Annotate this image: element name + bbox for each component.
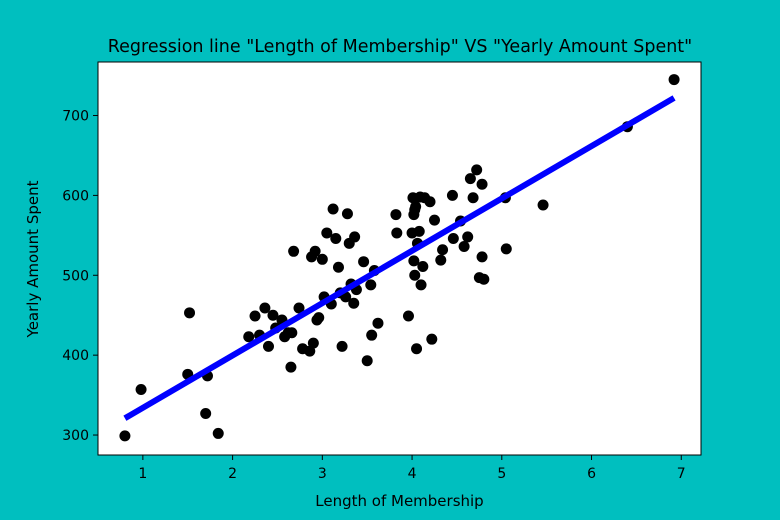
- data-point: [361, 355, 373, 367]
- data-point: [249, 310, 261, 322]
- y-tick-label: 300: [62, 428, 89, 444]
- data-point: [372, 317, 384, 329]
- x-axis-label: Length of Membership: [315, 492, 483, 510]
- data-point: [259, 302, 271, 314]
- data-point: [417, 260, 429, 272]
- y-tick-label: 700: [62, 109, 89, 125]
- data-point: [316, 253, 328, 265]
- data-point: [332, 261, 344, 273]
- data-point: [365, 279, 377, 291]
- data-point: [462, 231, 474, 243]
- data-point: [458, 241, 470, 253]
- y-axis-label: Yearly Amount Spent: [24, 180, 42, 338]
- data-point: [402, 310, 414, 322]
- data-point: [262, 340, 274, 352]
- data-point: [243, 331, 255, 343]
- data-point: [348, 297, 360, 309]
- x-tick-label: 2: [228, 466, 237, 482]
- data-point: [409, 269, 421, 281]
- data-point: [330, 233, 342, 245]
- y-tick-label: 400: [62, 348, 89, 364]
- data-point: [424, 196, 436, 208]
- data-point: [437, 244, 449, 256]
- data-point: [119, 430, 131, 442]
- x-tick-label: 5: [497, 466, 506, 482]
- data-point: [212, 427, 224, 439]
- data-point: [410, 201, 422, 213]
- data-point: [307, 337, 319, 349]
- data-point: [478, 273, 490, 285]
- data-point: [413, 225, 425, 237]
- data-point: [471, 164, 483, 176]
- data-point: [408, 255, 420, 267]
- data-point: [476, 178, 488, 190]
- data-point: [336, 340, 348, 352]
- data-point: [500, 243, 512, 255]
- data-point: [184, 307, 196, 319]
- data-point: [293, 302, 305, 314]
- data-point: [391, 227, 403, 239]
- data-point: [435, 254, 447, 266]
- data-point: [537, 199, 549, 211]
- data-point: [668, 74, 680, 86]
- data-point: [321, 227, 333, 239]
- x-tick-label: 1: [138, 466, 147, 482]
- data-point: [366, 329, 378, 341]
- x-tick-label: 3: [318, 466, 327, 482]
- data-point: [288, 245, 300, 257]
- chart-title: Regression line "Length of Membership" V…: [108, 37, 692, 57]
- data-point: [285, 361, 297, 373]
- data-point: [446, 189, 458, 201]
- y-tick-label: 500: [62, 268, 89, 284]
- data-point: [415, 279, 427, 291]
- regression-line: [123, 95, 676, 421]
- data-point: [464, 173, 476, 185]
- data-point: [309, 245, 321, 257]
- data-point: [476, 251, 488, 263]
- data-point: [135, 384, 147, 395]
- y-axis-ticks: 300 400 500 600 700: [62, 109, 98, 444]
- x-axis-ticks: 1 2 3 4 5 6 7: [138, 455, 686, 482]
- data-point: [200, 407, 212, 419]
- data-point: [349, 231, 361, 243]
- data-point: [467, 192, 479, 204]
- data-point: [428, 214, 440, 226]
- data-point: [313, 312, 325, 324]
- data-point: [447, 233, 459, 245]
- x-tick-label: 7: [677, 466, 686, 482]
- data-point: [426, 333, 438, 345]
- data-point: [341, 208, 353, 220]
- x-tick-label: 4: [408, 466, 417, 482]
- x-tick-label: 6: [587, 466, 596, 482]
- y-tick-label: 600: [62, 188, 89, 204]
- data-point: [267, 309, 279, 321]
- data-point: [286, 327, 298, 339]
- data-point: [390, 209, 402, 221]
- data-point: [358, 256, 370, 268]
- data-point: [327, 203, 339, 215]
- data-point: [411, 343, 423, 355]
